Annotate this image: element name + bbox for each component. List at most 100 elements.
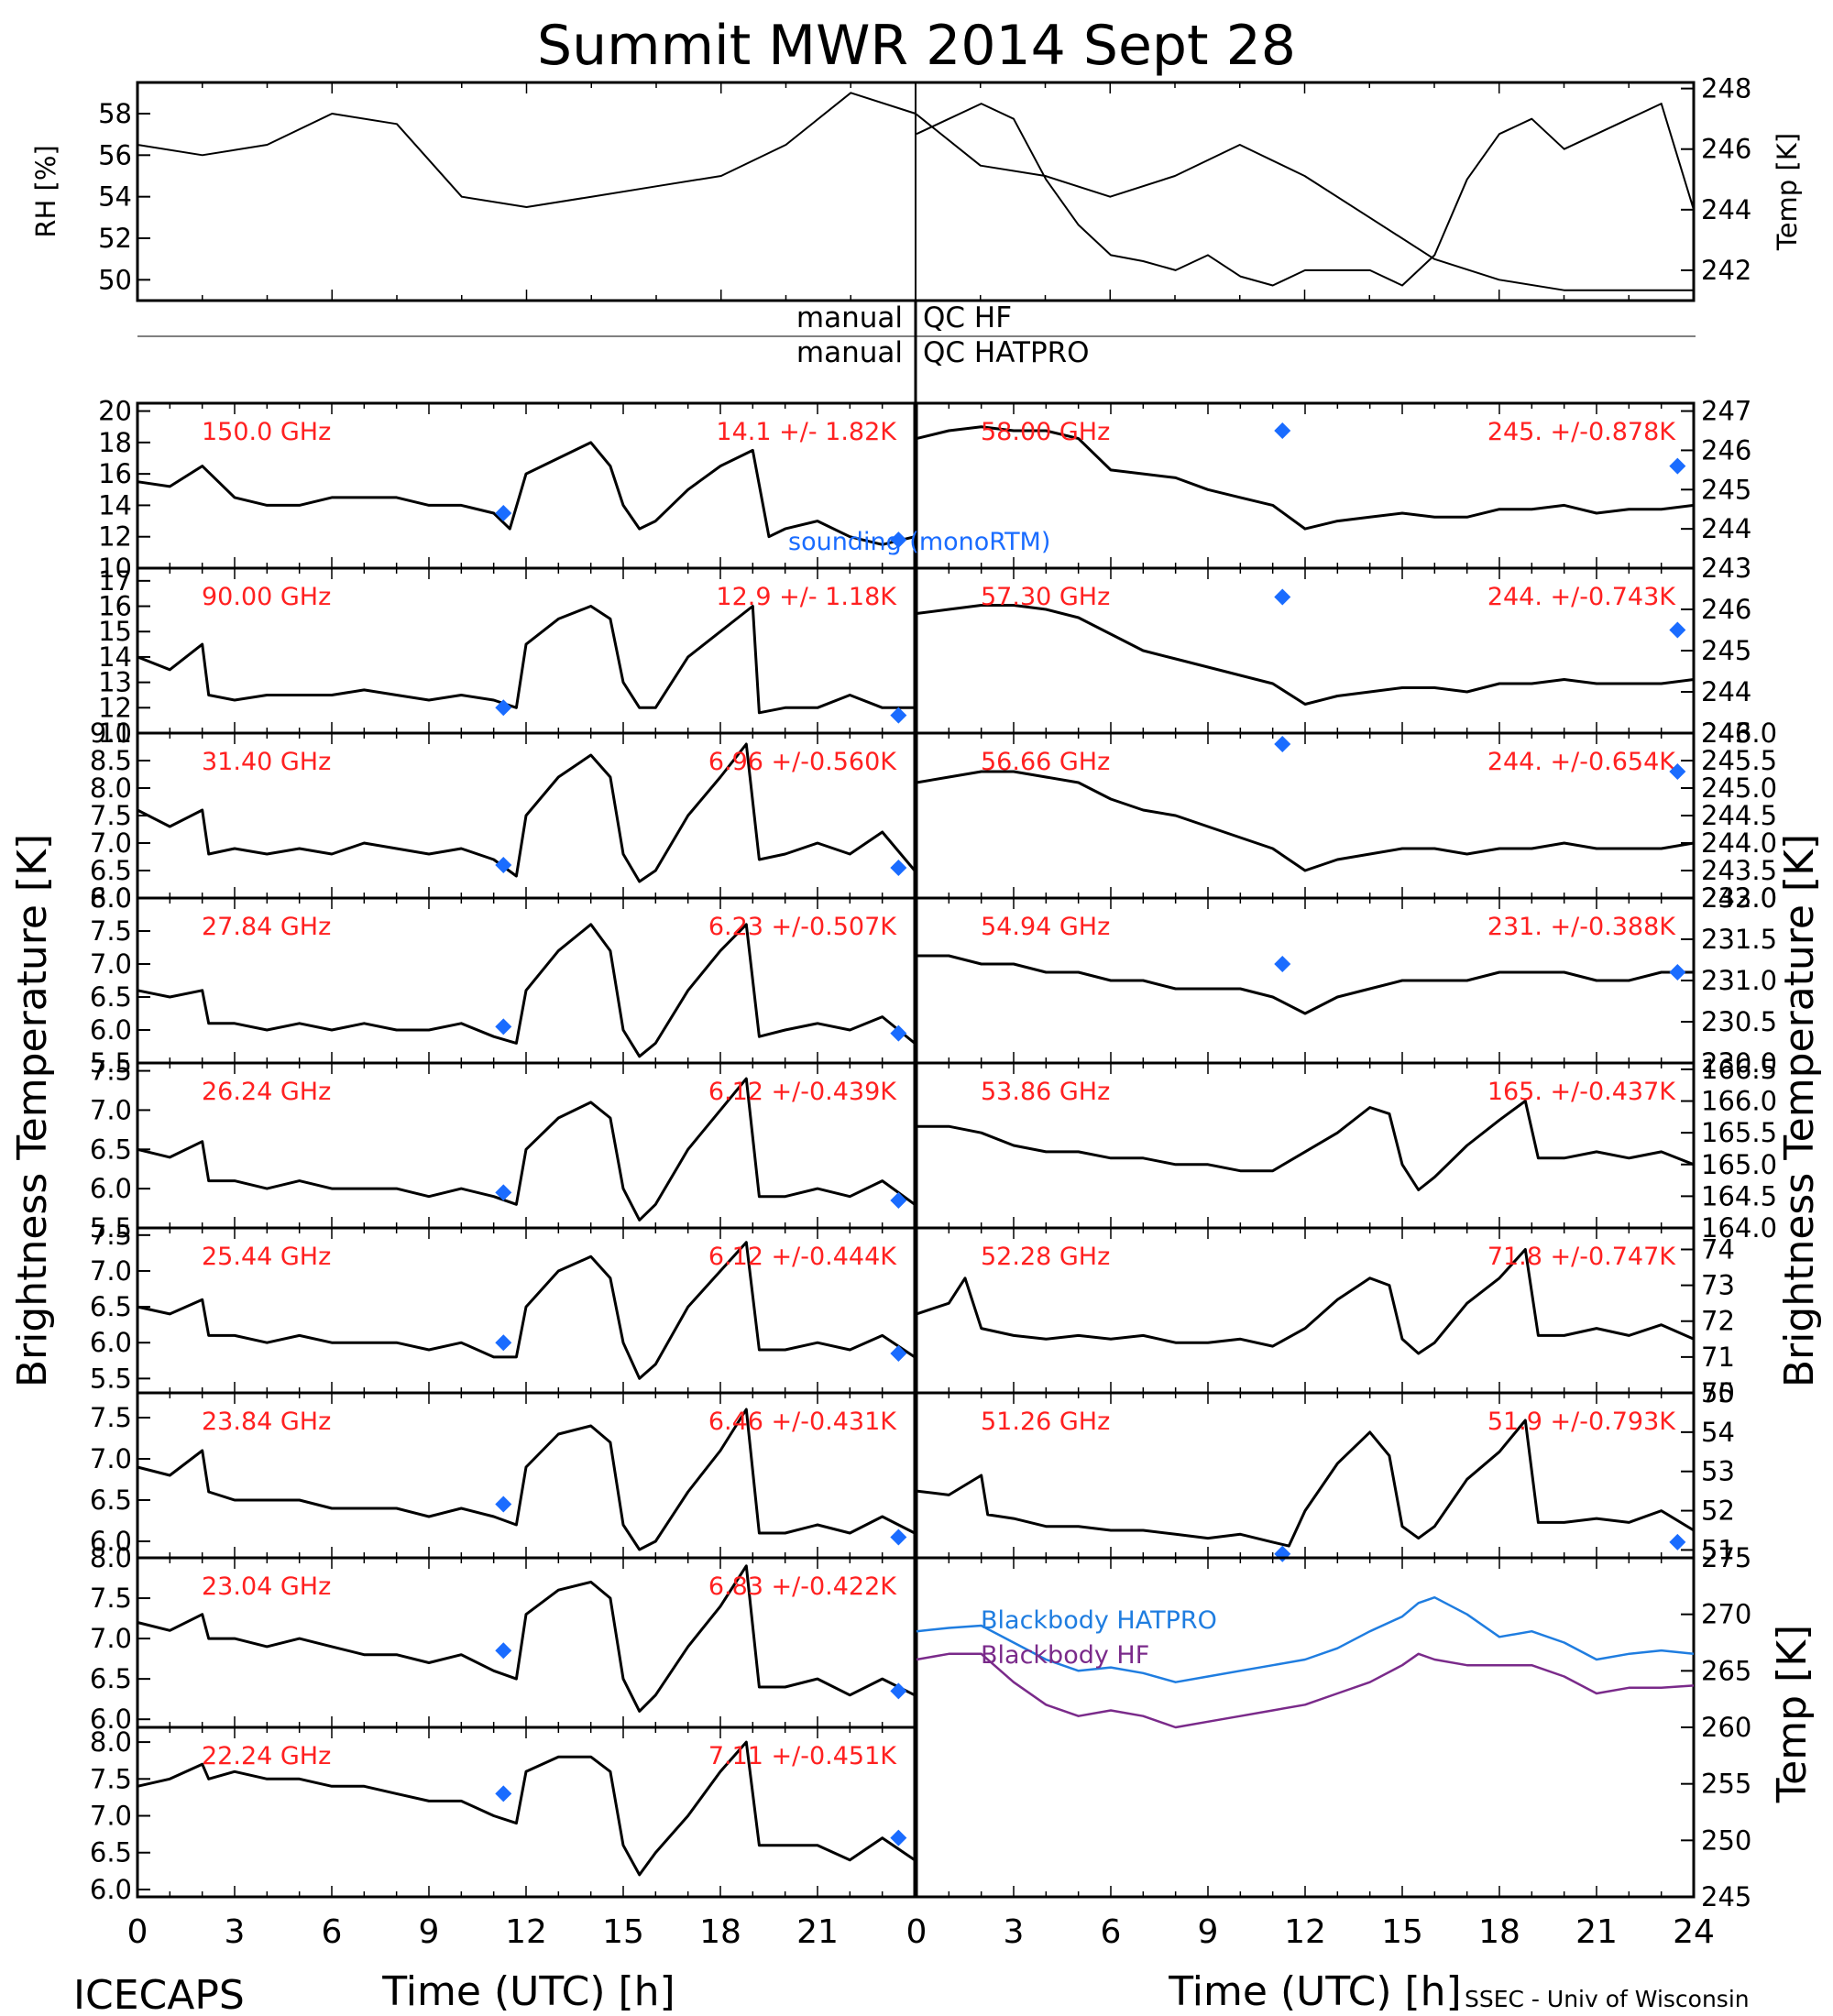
- model-note: sounding (monoRTM): [788, 528, 1050, 556]
- left-panel-8-ytick-label: 8.0: [90, 1542, 132, 1573]
- left-panel-3-ytick-label: 6.0: [90, 882, 132, 914]
- left-panel-3-channel-label: 31.40 GHz: [202, 748, 331, 776]
- left-panel-8-channel-label: 23.04 GHz: [202, 1572, 331, 1601]
- left-panel-1-ytick-label: 20: [98, 396, 132, 427]
- right-panel-5-ytick-label: 166.5: [1701, 1054, 1777, 1085]
- right-panel-5-ytick-label: 164.0: [1701, 1212, 1777, 1244]
- left-panel-2-stat-label: 12.9 +/- 1.18K: [716, 583, 897, 611]
- right-xtick-label: 3: [1004, 1913, 1025, 1951]
- blackbody-ytick-label: 265: [1701, 1655, 1751, 1686]
- left-panel-6-stat-label: 6.12 +/-0.444K: [708, 1243, 897, 1271]
- left-panel-8-ytick-label: 6.5: [90, 1663, 132, 1694]
- right-panel-5-stat-label: 165. +/-0.437K: [1487, 1078, 1676, 1106]
- right-panel-4-ytick-label: 230.0: [1701, 1047, 1777, 1079]
- left-panel-4-ytick-label: 5.5: [90, 1047, 132, 1079]
- left-xtick-label: 9: [419, 1913, 440, 1951]
- right-panel-6-stat-label: 71.8 +/-0.747K: [1487, 1243, 1676, 1271]
- left-panel-3-ytick-label: 6.5: [90, 855, 132, 886]
- left-panel-5-ytick-label: 6.0: [90, 1173, 132, 1204]
- left-panel-5-ytick-label: 7.5: [90, 1056, 132, 1087]
- left-panel-1-ytick-label: 18: [98, 427, 132, 458]
- right-panel-3-ytick-label: 245.5: [1701, 745, 1777, 776]
- right-panel-1-model-marker: [1274, 422, 1291, 439]
- right-panel-1-trace: [916, 425, 1695, 531]
- right-panel-1-ytick-label: 244: [1701, 513, 1751, 544]
- left-panel-2-ytick-label: 13: [98, 667, 132, 698]
- bb-hf-line: [916, 1652, 1695, 1729]
- right-panel-2-ytick-label: 244: [1701, 676, 1751, 707]
- left-panel-8-ytick-label: 6.0: [90, 1704, 132, 1735]
- left-panel-4-model-marker: [890, 1024, 907, 1042]
- left-xtick-label: 15: [602, 1913, 644, 1951]
- left-panel-6-ytick-label: 5.5: [90, 1363, 132, 1394]
- left-panel-6-ytick-label: 6.0: [90, 1327, 132, 1358]
- left-xtick-label: 21: [796, 1913, 839, 1951]
- right-panel-4-ytick-label: 230.5: [1701, 1006, 1777, 1037]
- right-panel-5-trace: [916, 1100, 1695, 1191]
- left-panel-8-ytick-label: 7.5: [90, 1583, 132, 1614]
- left-panel-5-ytick-label: 5.5: [90, 1212, 132, 1244]
- left-panel-7-model-marker: [890, 1528, 907, 1546]
- left-panel-5-trace: [137, 1077, 916, 1222]
- right-panel-6-trace: [916, 1248, 1695, 1355]
- right-panel-4-channel-label: 54.94 GHz: [981, 913, 1110, 941]
- left-panel-9-model-marker: [495, 1785, 512, 1802]
- left-panel-3-ytick-label: 9.0: [90, 718, 132, 749]
- right-panel-3-ytick-label: 244.0: [1701, 827, 1777, 859]
- left-panel-3-ytick-label: 8.0: [90, 772, 132, 804]
- left-panel-2-trace: [137, 605, 915, 715]
- right-panel-1-ytick-label: 247: [1701, 396, 1751, 427]
- footer-left: ICECAPS: [73, 1972, 245, 2016]
- left-panel-7-trace: [137, 1408, 916, 1551]
- bb-hf-legend: Blackbody HF: [981, 1641, 1149, 1670]
- left-panel-7-ytick-label: 6.5: [90, 1485, 132, 1516]
- left-panel-2-ytick-label: 15: [98, 616, 132, 647]
- right-panel-1-ytick-label: 246: [1701, 434, 1751, 466]
- right-panel-3-channel-label: 56.66 GHz: [981, 748, 1110, 776]
- left-panel-7-ytick-label: 6.0: [90, 1526, 132, 1557]
- left-panel-8-model-marker: [495, 1642, 512, 1660]
- left-panel-9-channel-label: 22.24 GHz: [202, 1742, 331, 1770]
- left-panel-9-model-marker: [890, 1829, 907, 1846]
- right-panel-6-ytick-label: 73: [1701, 1270, 1735, 1301]
- rh-ytick-label: 50: [98, 264, 132, 295]
- left-xtick-label: 18: [699, 1913, 741, 1951]
- left-panel-4-ytick-label: 8.0: [90, 882, 132, 914]
- blackbody-ytick-label: 275: [1701, 1542, 1751, 1573]
- blackbody-ytick-label: 270: [1701, 1599, 1751, 1630]
- left-panel-4-ytick-label: 7.0: [90, 948, 132, 980]
- right-xtick-label: 21: [1575, 1913, 1618, 1951]
- left-panel-3-ytick-label: 7.0: [90, 827, 132, 859]
- qc-hf-right-label: QC HF: [923, 301, 1012, 334]
- blackbody-ylabel: Temp [K]: [1769, 1625, 1816, 1803]
- left-panel-6-model-marker: [495, 1334, 512, 1352]
- right-panel-5-ytick-label: 165.0: [1701, 1149, 1777, 1180]
- right-panel-7-trace: [916, 1419, 1695, 1548]
- rh-ytick-label: 58: [98, 98, 132, 129]
- right-panel-2-trace: [916, 604, 1695, 706]
- left-panel-3-stat-label: 6.96 +/-0.560K: [708, 748, 897, 776]
- left-panel-3-ytick-label: 8.5: [90, 745, 132, 776]
- right-panel-2-model-marker: [1274, 588, 1291, 606]
- right-panel-1-ytick-label: 243: [1701, 553, 1751, 584]
- right-panel-1-stat-label: 245. +/-0.878K: [1487, 418, 1676, 446]
- left-panel-4-channel-label: 27.84 GHz: [202, 913, 331, 941]
- left-panel-6-ytick-label: 7.5: [90, 1220, 132, 1251]
- left-panel-6-trace: [137, 1241, 916, 1380]
- right-xtick-label: 18: [1478, 1913, 1520, 1951]
- temp-line: [916, 103, 1695, 287]
- left-panel-3-trace: [137, 742, 916, 883]
- rh-ytick-label: 54: [98, 181, 132, 213]
- right-y-axis-label: Brightness Temperature [K]: [1776, 834, 1823, 1387]
- left-panel-7-model-marker: [495, 1496, 512, 1513]
- left-panel-1-ytick-label: 14: [98, 489, 132, 520]
- left-y-axis-label: Brightness Temperature [K]: [9, 834, 56, 1387]
- right-panel-2-ytick-label: 246: [1701, 594, 1751, 625]
- qc-hf-left-label: manual: [796, 301, 903, 334]
- left-panel-5-ytick-label: 7.0: [90, 1094, 132, 1125]
- left-panel-2-ytick-label: 16: [98, 591, 132, 622]
- rh-ytick-label: 56: [98, 139, 132, 170]
- left-panel-6-model-marker: [890, 1344, 907, 1362]
- right-panel-3-ytick-label: 244.5: [1701, 800, 1777, 831]
